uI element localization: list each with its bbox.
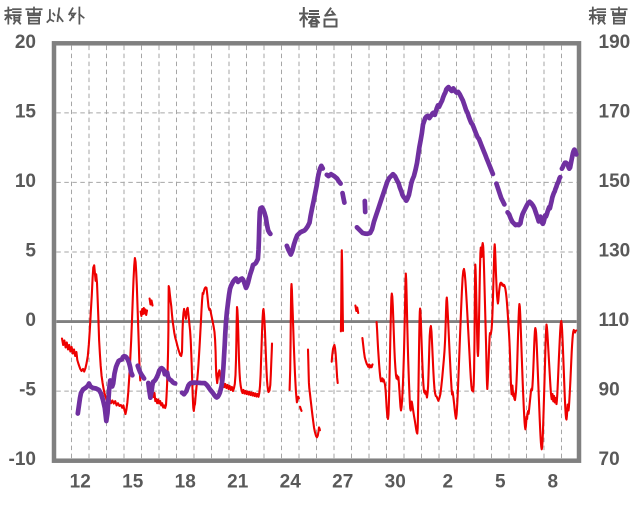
svg-text:110: 110: [599, 310, 630, 331]
svg-text:5: 5: [25, 241, 36, 262]
svg-text:18: 18: [175, 472, 196, 493]
svg-text:2: 2: [442, 472, 453, 493]
svg-text:8: 8: [547, 472, 558, 493]
svg-text:90: 90: [599, 380, 620, 401]
svg-text:130: 130: [599, 241, 631, 262]
svg-text:21: 21: [227, 472, 249, 493]
svg-text:-10: -10: [9, 449, 36, 470]
svg-text:-5: -5: [19, 380, 36, 401]
svg-text:30: 30: [385, 472, 406, 493]
svg-text:150: 150: [599, 171, 631, 192]
svg-text:10: 10: [15, 171, 36, 192]
svg-text:170: 170: [599, 101, 631, 122]
svg-text:20: 20: [15, 32, 36, 53]
svg-text:0: 0: [25, 310, 36, 331]
svg-text:15: 15: [122, 472, 144, 493]
svg-text:5: 5: [495, 472, 506, 493]
svg-text:70: 70: [599, 449, 620, 470]
svg-text:24: 24: [280, 472, 302, 493]
svg-text:190: 190: [599, 32, 631, 53]
svg-text:15: 15: [15, 101, 37, 122]
svg-text:12: 12: [70, 472, 91, 493]
svg-text:27: 27: [332, 472, 353, 493]
